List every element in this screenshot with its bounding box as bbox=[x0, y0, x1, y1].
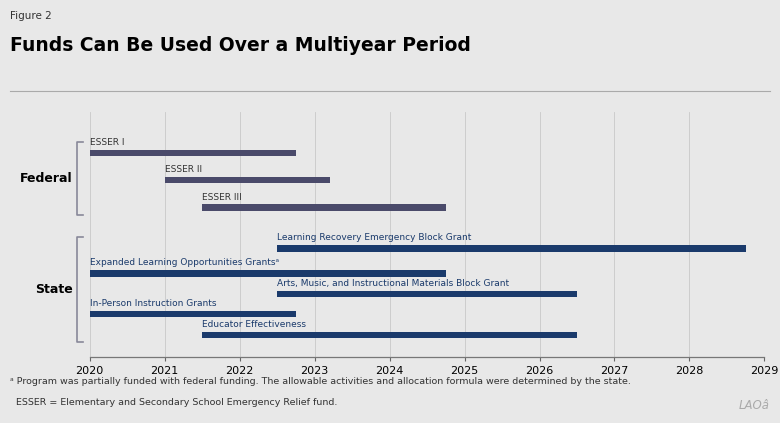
Text: In-Person Instruction Grants: In-Person Instruction Grants bbox=[90, 299, 216, 308]
Text: ᵃ Program was partially funded with federal funding. The allowable activities an: ᵃ Program was partially funded with fede… bbox=[10, 377, 631, 386]
Bar bbox=[202, 204, 446, 211]
Bar bbox=[277, 291, 577, 297]
Text: Figure 2: Figure 2 bbox=[10, 11, 52, 21]
Text: State: State bbox=[34, 283, 73, 297]
Text: Expanded Learning Opportunities Grantsᵃ: Expanded Learning Opportunities Grantsᵃ bbox=[90, 258, 278, 267]
Bar bbox=[202, 332, 577, 338]
Text: Educator Effectiveness: Educator Effectiveness bbox=[202, 320, 307, 329]
Text: ESSER I: ESSER I bbox=[90, 138, 124, 147]
Text: Funds Can Be Used Over a Multiyear Period: Funds Can Be Used Over a Multiyear Perio… bbox=[10, 36, 471, 55]
Bar bbox=[277, 245, 746, 252]
Text: LAOâ: LAOâ bbox=[739, 399, 770, 412]
Text: Federal: Federal bbox=[20, 172, 73, 185]
Bar bbox=[90, 150, 296, 156]
Text: Arts, Music, and Instructional Materials Block Grant: Arts, Music, and Instructional Materials… bbox=[277, 279, 509, 288]
Text: ESSER = Elementary and Secondary School Emergency Relief fund.: ESSER = Elementary and Secondary School … bbox=[10, 398, 338, 407]
Bar bbox=[90, 311, 296, 317]
Text: ESSER II: ESSER II bbox=[165, 165, 202, 174]
Bar bbox=[90, 270, 446, 277]
Text: Learning Recovery Emergency Block Grant: Learning Recovery Emergency Block Grant bbox=[277, 233, 471, 242]
Bar bbox=[165, 177, 330, 184]
Text: ESSER III: ESSER III bbox=[202, 192, 242, 202]
